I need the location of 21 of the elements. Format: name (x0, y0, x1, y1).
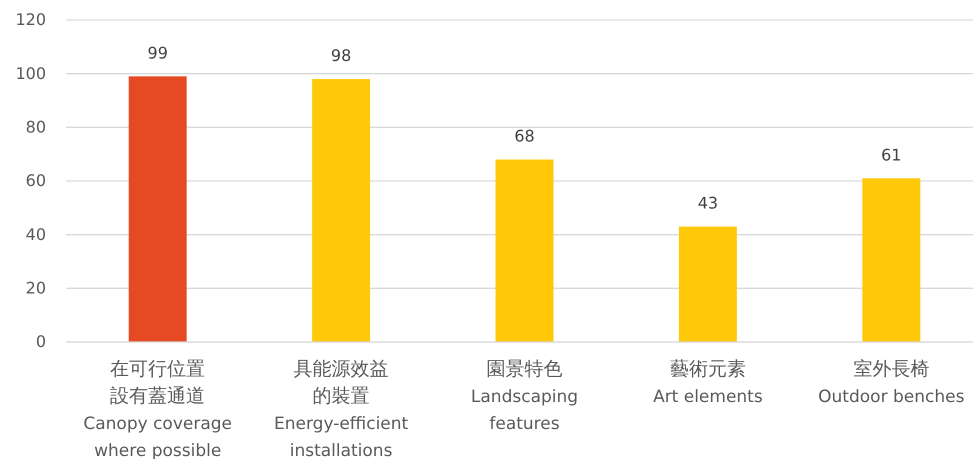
x-tick-label: 室外長椅 Outdoor benches (818, 358, 965, 407)
bar (128, 76, 187, 342)
x-tick-label: 園景特色 Landscaping features (470, 358, 578, 434)
data-label: 98 (330, 46, 352, 66)
x-tick-label: 具能源效益的裝置 Energy-efficient installations (274, 358, 409, 459)
data-label: 99 (148, 43, 168, 62)
data-label: 68 (514, 126, 535, 146)
y-tick-label: 0 (36, 332, 46, 352)
x-tick-label: 藝術元素 Art elements (653, 358, 763, 407)
y-tick-label: 80 (26, 117, 46, 136)
y-tick-label: 100 (15, 64, 46, 83)
data-label: 61 (881, 145, 902, 164)
y-tick-label: 40 (26, 224, 46, 244)
y-tick-label: 20 (26, 278, 46, 298)
bar (312, 79, 370, 342)
y-tick-label: 60 (26, 171, 46, 190)
bar (678, 226, 737, 342)
bar (496, 160, 554, 342)
bar (862, 178, 920, 342)
data-label: 43 (698, 194, 718, 213)
y-tick-label: 120 (15, 10, 46, 30)
